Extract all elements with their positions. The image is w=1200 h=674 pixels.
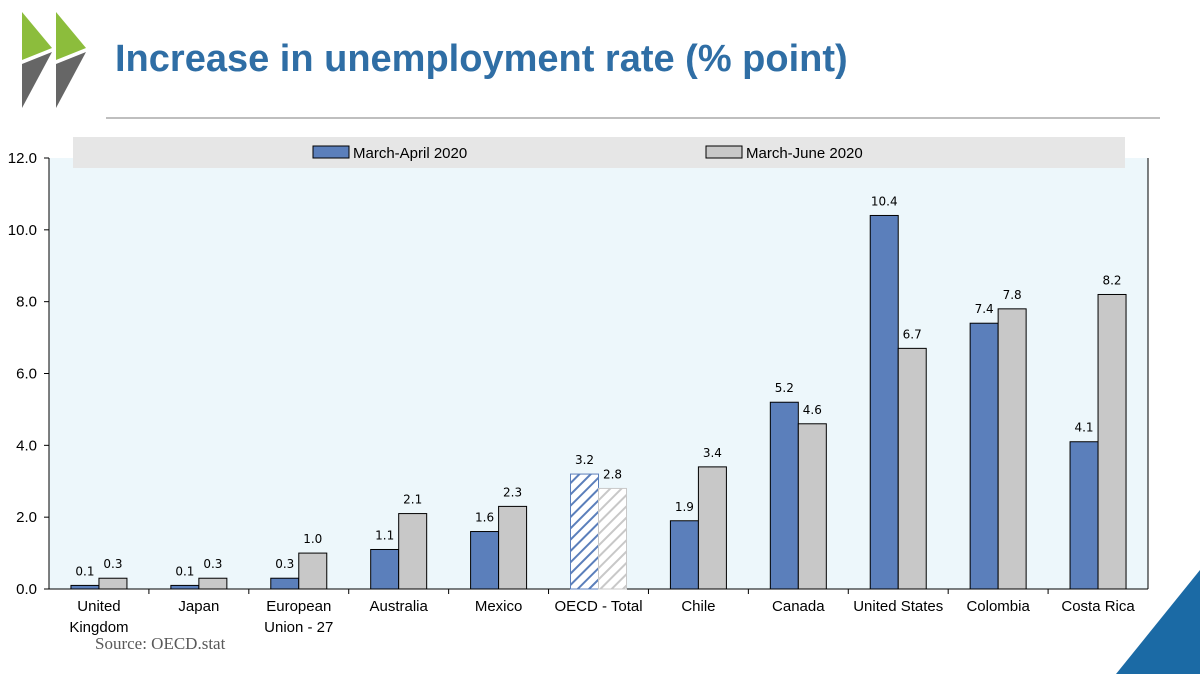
bar-japan-march-april-2020 [170, 584, 200, 590]
bar-costa-rica-march-april-2020 [1069, 441, 1099, 590]
bar-canada-march-june-2020 [797, 423, 827, 590]
bar-canada-march-april-2020 [769, 401, 799, 590]
category-label-united-kingdom: United [77, 598, 120, 615]
data-label-chile-march-june-2020: 3.4 [703, 446, 722, 460]
bar-australia-march-april-2020 [370, 548, 400, 590]
y-tick-label: 8.0 [16, 294, 37, 311]
category-label-united-states: United States [853, 598, 943, 615]
data-label-chile-march-april-2020: 1.9 [675, 500, 694, 514]
data-label-costa-rica-march-june-2020: 8.2 [1102, 273, 1121, 287]
data-label-mexico-march-june-2020: 2.3 [503, 485, 522, 499]
category-label-costa-rica: Costa Rica [1061, 598, 1135, 615]
bar-united-states-march-april-2020 [869, 214, 899, 590]
legend-box [73, 137, 1125, 168]
y-tick-label: 4.0 [16, 437, 37, 454]
slide-title: Increase in unemployment rate (% point) [115, 38, 848, 80]
bar-japan-march-june-2020 [198, 577, 228, 590]
bar-mexico-march-april-2020 [470, 531, 500, 590]
category-label-australia: Australia [370, 598, 429, 615]
corner-accent-icon [1116, 570, 1200, 674]
data-label-australia-march-april-2020: 1.1 [375, 528, 394, 542]
bar-chile-march-april-2020 [669, 520, 699, 590]
bar-colombia-march-april-2020 [969, 322, 999, 590]
legend-swatch-march-april [312, 145, 350, 159]
title-divider [106, 117, 1160, 119]
data-label-european-union-27-march-june-2020: 1.0 [303, 532, 322, 546]
data-label-united-kingdom-march-june-2020: 0.3 [103, 557, 122, 571]
legend-swatch-march-june [705, 145, 743, 159]
data-label-japan-march-april-2020: 0.1 [175, 564, 194, 578]
data-label-canada-march-june-2020: 4.6 [803, 403, 822, 417]
category-label-oecd-total: OECD - Total [554, 598, 642, 615]
data-label-japan-march-june-2020: 0.3 [203, 557, 222, 571]
bar-oecd-total-march-april-2020 [570, 473, 599, 590]
axes: 0.0 2.0 4.0 6.0 8.0 10.0 12.0 United Kingdom Japa… [8, 150, 1149, 636]
bar-australia-march-june-2020 [398, 513, 428, 590]
y-tick-label: 10.0 [8, 222, 37, 239]
data-label-european-union-27-march-april-2020: 0.3 [275, 557, 294, 571]
data-label-united-states-march-april-2020: 10.4 [871, 194, 898, 208]
bar-colombia-march-june-2020 [997, 308, 1027, 590]
data-label-oecd-total-march-june-2020: 2.8 [603, 467, 622, 481]
legend: March-April 2020 March-June 2020 [73, 137, 1125, 168]
bar-european-union-27-march-april-2020 [270, 577, 300, 590]
bar-united-states-march-june-2020 [897, 347, 927, 590]
data-label-colombia-march-june-2020: 7.8 [1003, 288, 1022, 302]
data-label-canada-march-april-2020: 5.2 [775, 381, 794, 395]
data-labels: 0.1 0.3 0.1 0.3 0.3 1.0 1.1 2.1 1.6 2.3 3.2 2.8 1.9 3… [75, 194, 1121, 578]
category-label-colombia: Colombia [966, 598, 1030, 615]
category-label-mexico: Mexico [475, 598, 523, 615]
bar-costa-rica-march-june-2020 [1097, 293, 1127, 590]
data-label-united-kingdom-march-april-2020: 0.1 [75, 564, 94, 578]
y-tick-label: 12.0 [8, 150, 37, 167]
legend-label-march-april: March-April 2020 [353, 145, 467, 162]
y-tick-label: 2.0 [16, 509, 37, 526]
data-label-mexico-march-april-2020: 1.6 [475, 511, 494, 525]
bar-united-kingdom-march-april-2020 [70, 584, 100, 590]
y-tick-label: 0.0 [16, 581, 37, 598]
data-label-oecd-total-march-april-2020: 3.2 [575, 453, 594, 467]
legend-label-march-june: March-June 2020 [746, 145, 863, 162]
bar-chile-march-june-2020 [697, 466, 727, 590]
bar-oecd-total-march-june-2020 [598, 487, 627, 590]
y-tick-label: 6.0 [16, 366, 37, 383]
category-label-japan: Japan [178, 598, 219, 615]
bar-european-union-27-march-june-2020 [298, 552, 328, 590]
category-label-chile: Chile [681, 598, 715, 615]
data-label-colombia-march-april-2020: 7.4 [975, 302, 994, 316]
category-label-european-union-27: Union - 27 [264, 619, 333, 636]
data-label-united-states-march-june-2020: 6.7 [903, 327, 922, 341]
data-label-australia-march-june-2020: 2.1 [403, 493, 422, 507]
oecd-logo-icon [22, 12, 86, 108]
bar-united-kingdom-march-june-2020 [98, 577, 128, 590]
category-label-european-union-27: European [266, 598, 331, 615]
data-label-costa-rica-march-april-2020: 4.1 [1074, 421, 1093, 435]
source-note: Source: OECD.stat [95, 634, 226, 653]
category-label-united-kingdom: Kingdom [69, 619, 128, 636]
bars [70, 214, 1127, 590]
bar-mexico-march-june-2020 [498, 505, 528, 590]
category-label-canada: Canada [772, 598, 825, 615]
